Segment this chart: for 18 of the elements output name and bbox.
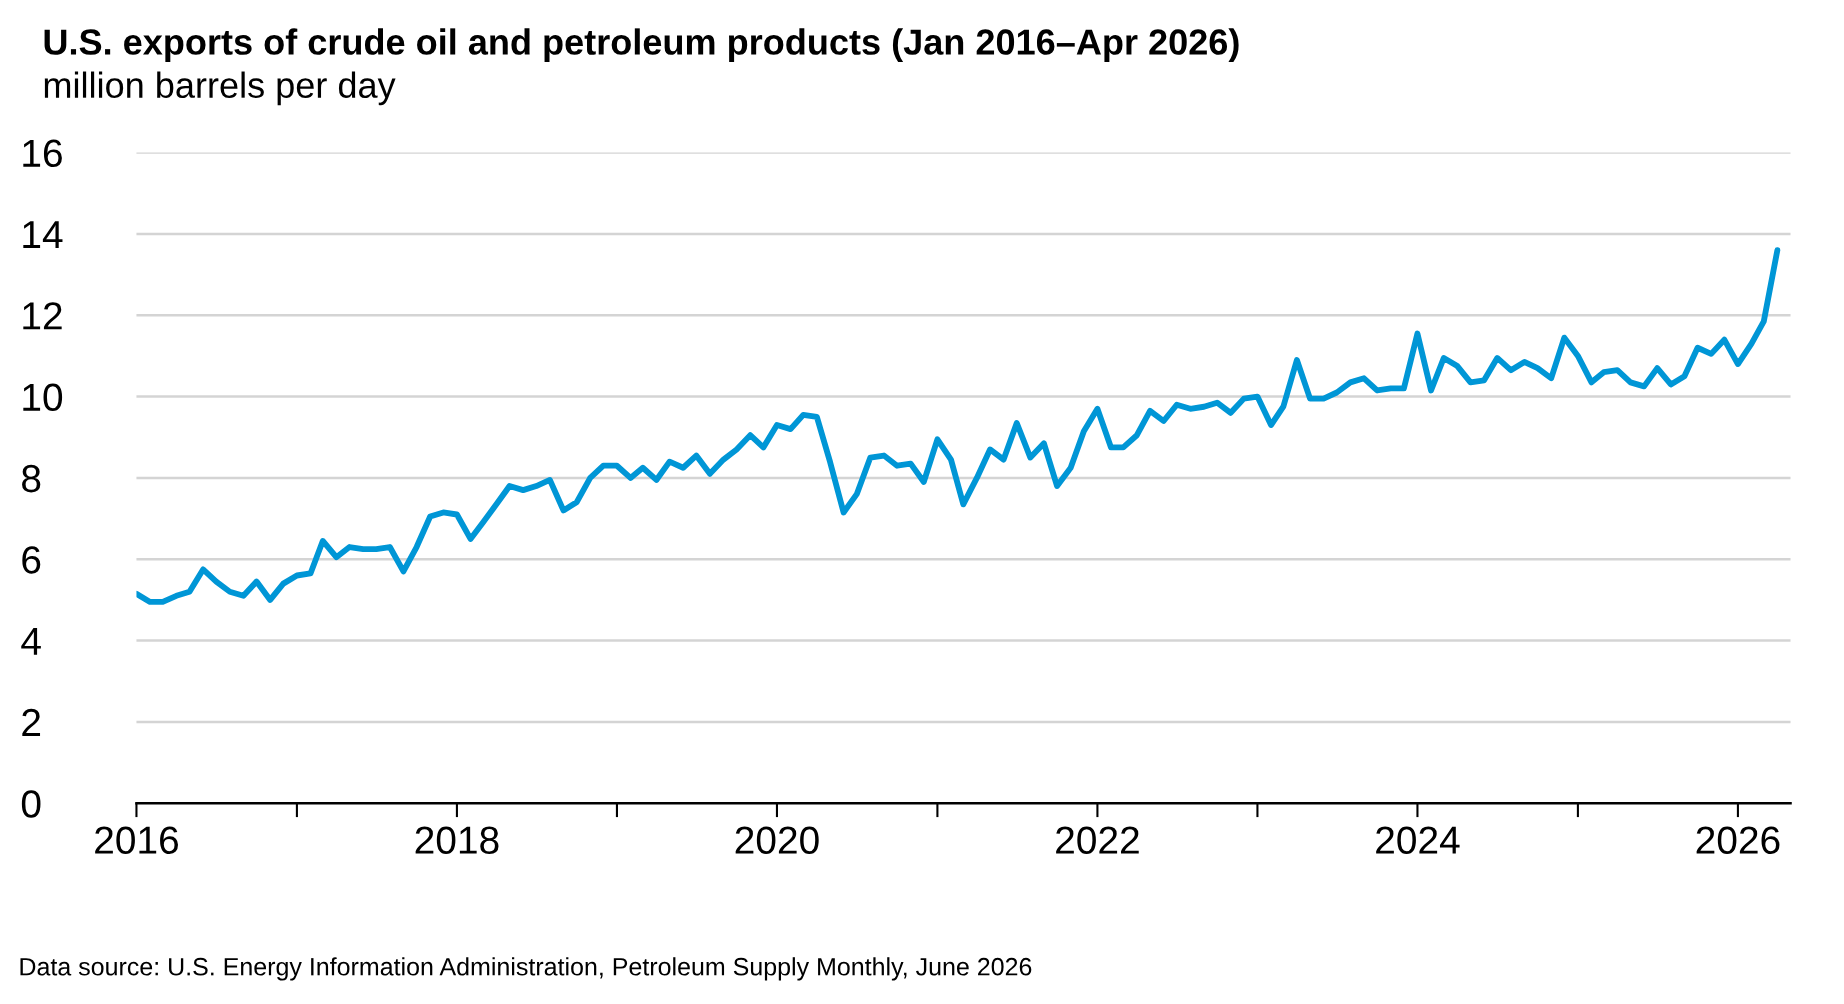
y-tick-label: 0 [21, 790, 41, 818]
x-tick-label: 2024 [1376, 826, 1460, 854]
x-tick-label: 2026 [1696, 826, 1780, 854]
y-tick-label: 6 [22, 546, 41, 574]
x-tick-label: 2022 [1056, 826, 1139, 854]
y-tick-label: 8 [22, 464, 41, 493]
x-tick-label: 2020 [735, 826, 819, 854]
y-tick-label: 2 [22, 708, 41, 736]
chart-title: U.S. exports of crude oil and petroleum products (Jan 2016–Apr 2026) [44, 28, 1239, 63]
x-tick-label: 2018 [415, 826, 499, 854]
y-tick-label: 12 [23, 302, 62, 330]
chart-subtitle: million barrels per day [44, 71, 396, 106]
y-tick-label: 10 [23, 383, 63, 412]
y-tick-label: 4 [21, 627, 41, 655]
x-tick-label: 2016 [95, 826, 179, 854]
source-note: Data source: U.S. Energy Information Administration, Petroleum Supply Monthly, June 2026 [20, 957, 1032, 981]
y-tick-label: 16 [23, 139, 62, 168]
y-tick-label: 14 [23, 221, 63, 249]
